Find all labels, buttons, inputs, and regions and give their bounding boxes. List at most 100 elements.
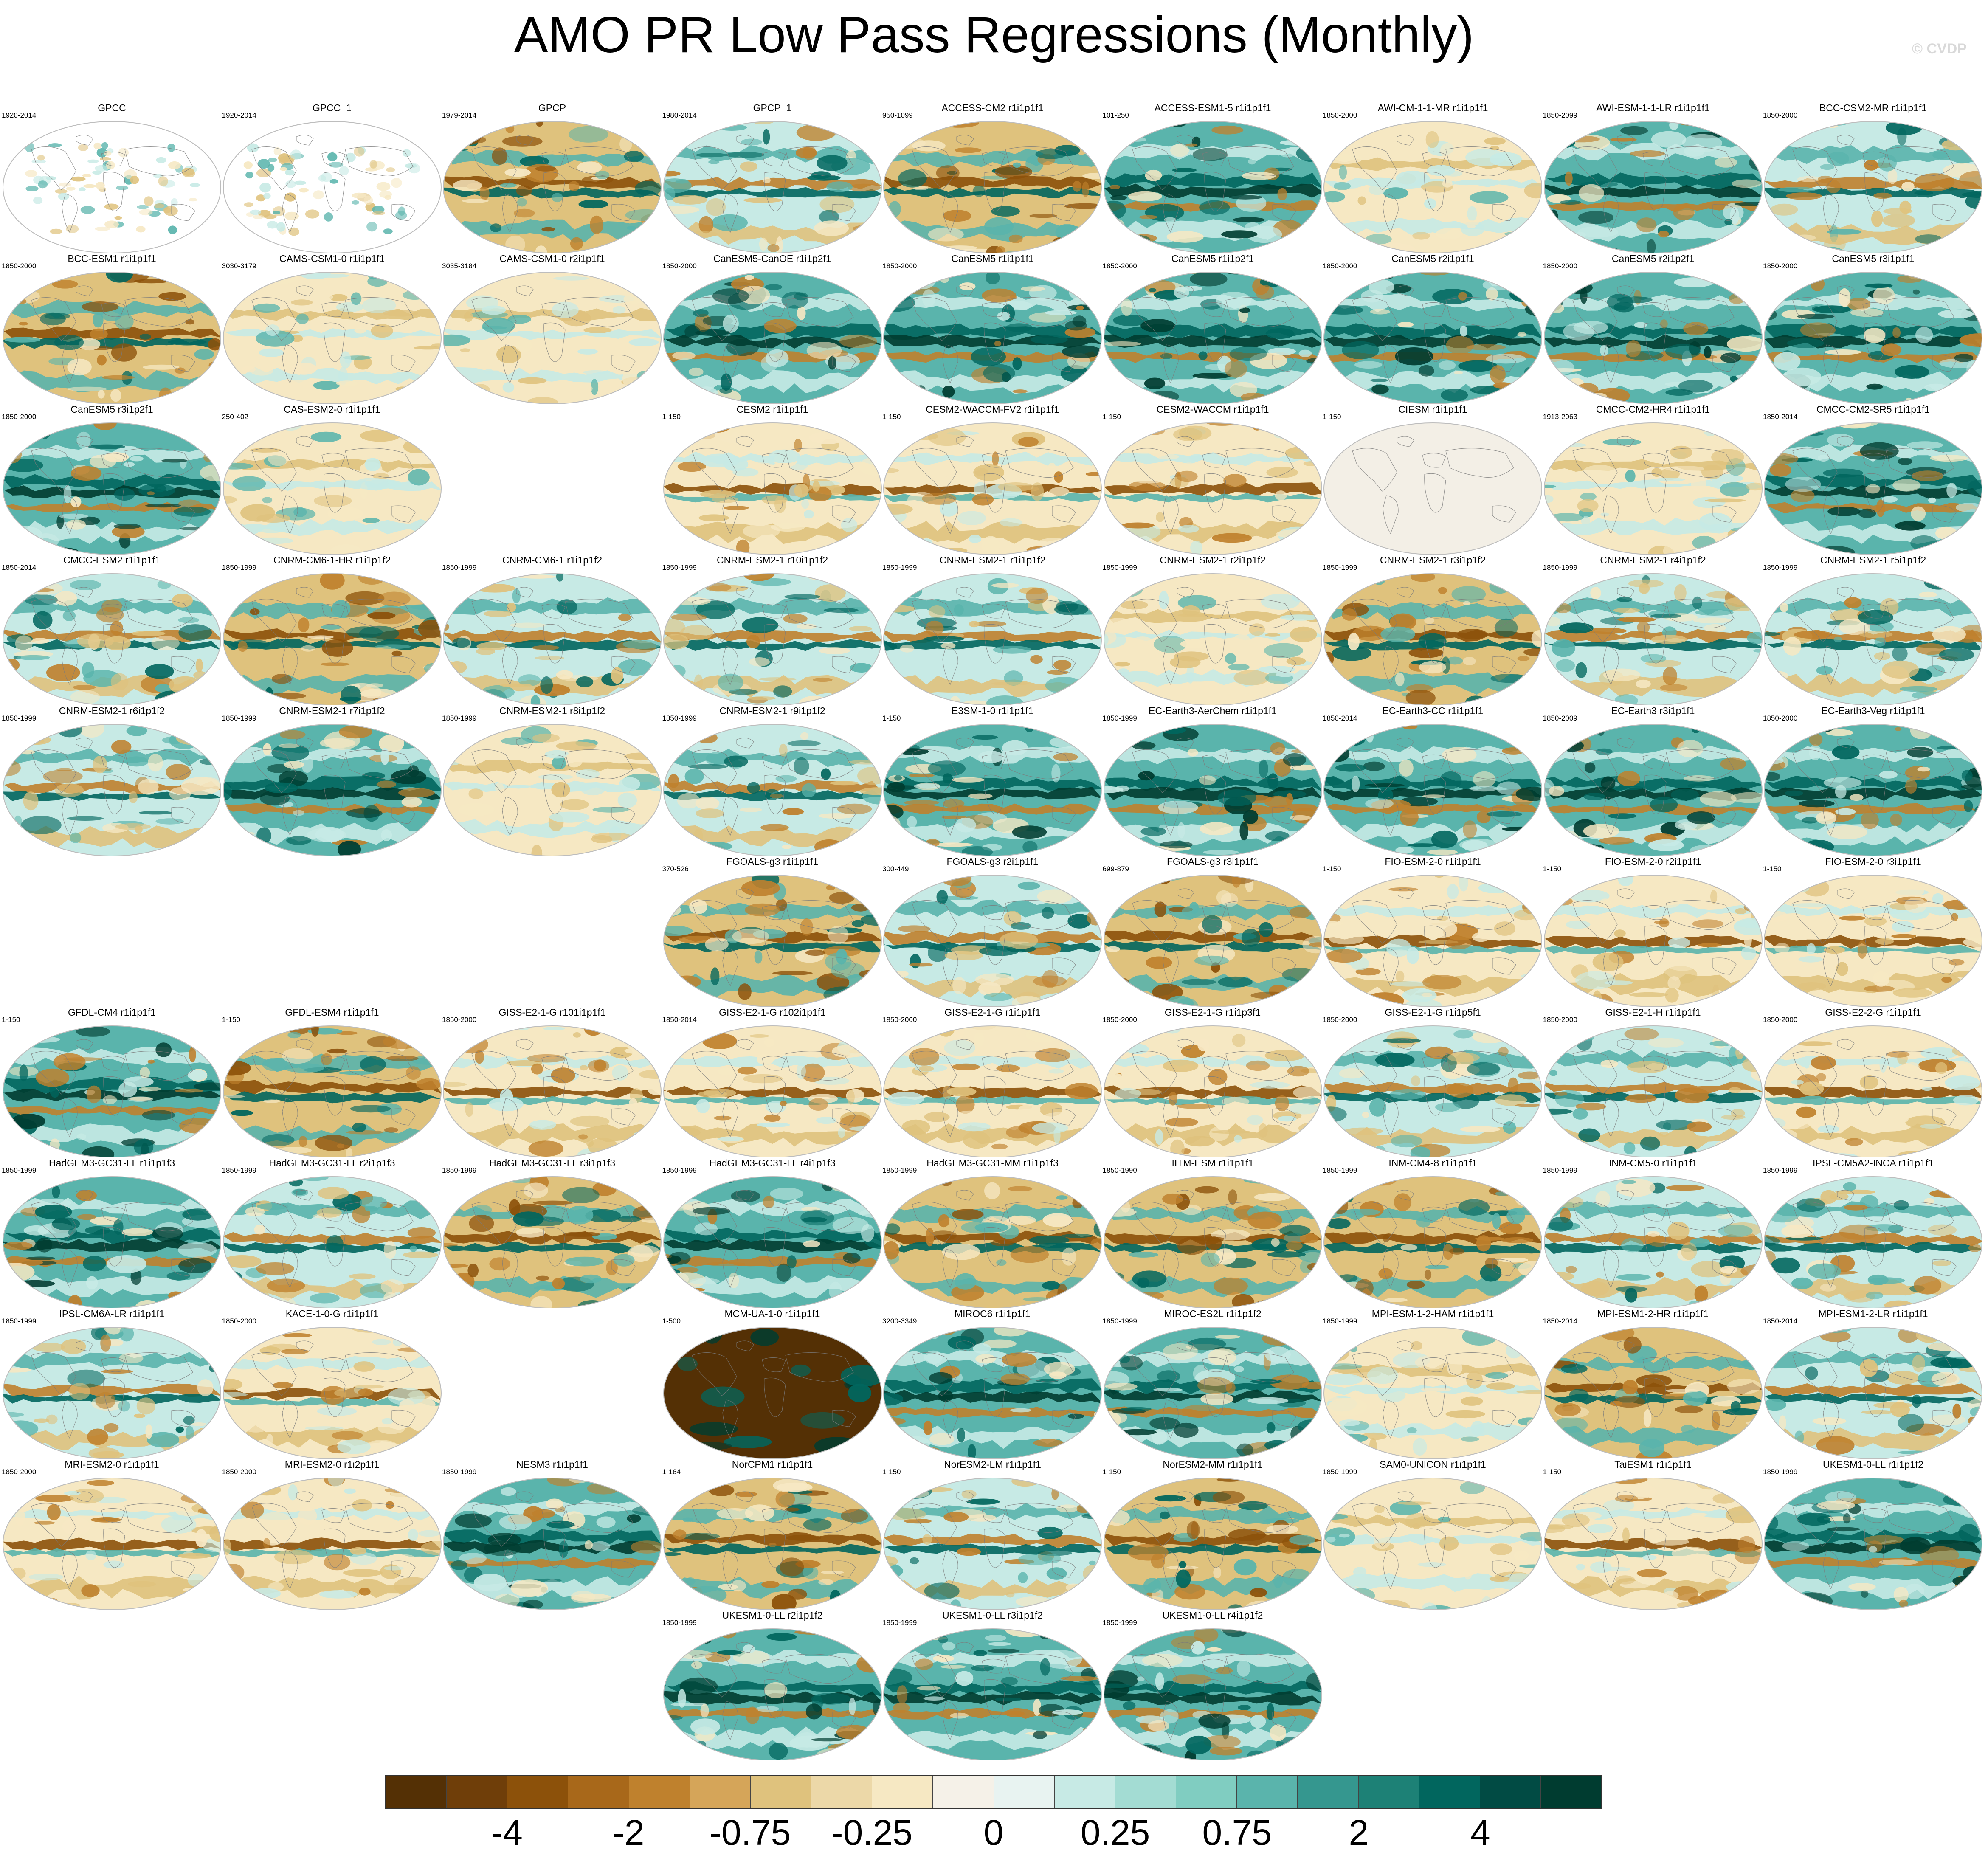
panel-years: 1-150 bbox=[882, 1468, 901, 1476]
panel-years: 1850-2000 bbox=[1102, 1016, 1137, 1024]
map-panel: GFDL-CM4 r1i1p1f1 1-150 bbox=[2, 1006, 222, 1157]
regression-map bbox=[1103, 121, 1322, 253]
map-panel: CNRM-ESM2-1 r2i1p1f2 1850-1999 bbox=[1103, 554, 1323, 705]
regression-map bbox=[1764, 573, 1982, 705]
regression-map bbox=[663, 272, 882, 404]
panel-years: 1-150 bbox=[1763, 865, 1782, 873]
map-panel: GFDL-ESM4 r1i1p1f1 1-150 bbox=[222, 1006, 442, 1157]
panel-title: CNRM-ESM2-1 r1i1p1f2 bbox=[939, 555, 1046, 566]
map-panel: FIO-ESM-2-0 r2i1p1f1 1-150 bbox=[1543, 856, 1763, 1007]
map-panel: NorESM2-MM r1i1p1f1 1-150 bbox=[1103, 1458, 1323, 1610]
panel-title: GFDL-ESM4 r1i1p1f1 bbox=[285, 1007, 379, 1018]
panel-title: CNRM-ESM2-1 r9i1p1f2 bbox=[719, 705, 825, 716]
panel-title: EC-Earth3-AerChem r1i1p1f1 bbox=[1149, 705, 1277, 716]
panel-years: 1-150 bbox=[662, 413, 681, 421]
panel-years: 1850-1999 bbox=[882, 563, 917, 572]
panel-years: 1-150 bbox=[1543, 865, 1561, 873]
map-panel: EC-Earth3-Veg r1i1p1f1 1850-2000 bbox=[1763, 705, 1983, 856]
map-panel: CMCC-ESM2 r1i1p1f1 1850-2014 bbox=[2, 554, 222, 705]
map-panel: CanESM5 r2i1p2f1 1850-2000 bbox=[1543, 253, 1763, 404]
map-panel: CIESM r1i1p1f1 1-150 bbox=[1323, 403, 1543, 555]
colorbar-label: 4 bbox=[1470, 1813, 1490, 1853]
regression-map bbox=[1543, 422, 1763, 555]
panel-title: CanESM5-CanOE r1i1p2f1 bbox=[713, 253, 831, 264]
regression-map bbox=[663, 724, 882, 856]
panel-years: 1850-1999 bbox=[2, 1166, 37, 1174]
panel-title: EC-Earth3 r3i1p1f1 bbox=[1611, 705, 1695, 716]
map-panel: KACE-1-0-G r1i1p1f1 1850-2000 bbox=[222, 1308, 442, 1459]
panel-title: MPI-ESM-1-2-HAM r1i1p1f1 bbox=[1371, 1308, 1494, 1319]
panel-title: CESM2-WACCM r1i1p1f1 bbox=[1156, 404, 1269, 415]
regression-map bbox=[663, 875, 882, 1007]
regression-map bbox=[222, 272, 442, 404]
panel-years: 1850-2014 bbox=[662, 1016, 697, 1024]
panel-years: 1850-2000 bbox=[2, 413, 37, 421]
map-panel: IITM-ESM r1i1p1f1 1850-1990 bbox=[1103, 1157, 1323, 1308]
panel-title: FIO-ESM-2-0 r2i1p1f1 bbox=[1605, 856, 1701, 867]
panel-years: 1850-1999 bbox=[2, 714, 37, 722]
panel-years: 1-500 bbox=[662, 1317, 681, 1325]
panel-years: 1850-1999 bbox=[1763, 1166, 1798, 1174]
map-panel-grid: GPCC 1920-2014 GPCC_1 1920-2014 GPCP 1979-201… bbox=[2, 102, 1983, 1760]
panel-years: 1850-1999 bbox=[1543, 1166, 1577, 1174]
panel-years: 1850-2000 bbox=[222, 1317, 256, 1325]
map-panel: HadGEM3-GC31-MM r1i1p1f3 1850-1999 bbox=[882, 1157, 1103, 1308]
regression-map bbox=[1543, 272, 1763, 404]
panel-title: HadGEM3-GC31-LL r4i1p1f3 bbox=[709, 1157, 836, 1168]
map-panel: FGOALS-g3 r2i1p1f1 300-449 bbox=[882, 856, 1103, 1007]
map-panel: UKESM1-0-LL r1i1p1f2 1850-1999 bbox=[1763, 1458, 1983, 1610]
regression-map bbox=[222, 1025, 442, 1157]
colorbar-box bbox=[1480, 1776, 1541, 1808]
colorbar-labels: -4 -2 -0.75 -0.25 0 0.25 0.75 2 4 bbox=[0, 1811, 1988, 1854]
panel-title: CNRM-ESM2-1 r2i1p1f2 bbox=[1160, 555, 1266, 566]
regression-map bbox=[443, 573, 662, 705]
panel-years: 1850-1999 bbox=[1763, 563, 1798, 572]
regression-map bbox=[1764, 272, 1982, 404]
regression-map bbox=[883, 875, 1102, 1007]
map-panel: FIO-ESM-2-0 r3i1p1f1 1-150 bbox=[1763, 856, 1983, 1007]
regression-map bbox=[1103, 1478, 1322, 1610]
panel-title: KACE-1-0-G r1i1p1f1 bbox=[285, 1308, 379, 1319]
panel-years: 1850-1999 bbox=[662, 563, 697, 572]
panel-years: 1850-1990 bbox=[1102, 1166, 1137, 1174]
regression-map bbox=[883, 1176, 1102, 1308]
regression-map bbox=[1543, 121, 1763, 253]
panel-title: INM-CM5-0 r1i1p1f1 bbox=[1608, 1157, 1698, 1168]
map-panel: GISS-E2-1-G r1i1p3f1 1850-2000 bbox=[1103, 1006, 1323, 1157]
panel-years: 1850-2099 bbox=[1543, 111, 1577, 119]
panel-title: SAM0-UNICON r1i1p1f1 bbox=[1380, 1459, 1486, 1470]
map-panel: GISS-E2-1-G r1i1p1f1 1850-2000 bbox=[882, 1006, 1103, 1157]
map-panel: CESM2 r1i1p1f1 1-150 bbox=[662, 403, 883, 555]
colorbar-label: 0 bbox=[983, 1813, 1004, 1853]
map-panel: EC-Earth3 r3i1p1f1 1850-2009 bbox=[1543, 705, 1763, 856]
panel-years: 1850-2000 bbox=[1543, 262, 1577, 270]
panel-years: 1850-1999 bbox=[442, 1468, 477, 1476]
panel-title: UKESM1-0-LL r3i1p1f2 bbox=[942, 1610, 1043, 1621]
colorbar-box bbox=[568, 1776, 629, 1808]
colorbar-box bbox=[1419, 1776, 1480, 1808]
panel-title: CNRM-ESM2-1 r8i1p1f2 bbox=[499, 705, 605, 716]
map-panel: MPI-ESM1-2-HR r1i1p1f1 1850-2014 bbox=[1543, 1308, 1763, 1459]
colorbar-box bbox=[629, 1776, 690, 1808]
map-panel: GPCC_1 1920-2014 bbox=[222, 102, 442, 253]
map-panel: GPCP_1 1980-2014 bbox=[662, 102, 883, 253]
panel-title: GISS-E2-2-G r1i1p1f1 bbox=[1825, 1007, 1921, 1018]
panel-years: 699-879 bbox=[1102, 865, 1129, 873]
panel-title: GPCP_1 bbox=[753, 102, 792, 113]
map-panel: CanESM5 r1i1p1f1 1850-2000 bbox=[882, 253, 1103, 404]
panel-years: 1850-2014 bbox=[1763, 413, 1798, 421]
regression-map bbox=[1103, 1327, 1322, 1459]
regression-map bbox=[883, 1628, 1102, 1760]
panel-years: 1920-2014 bbox=[2, 111, 37, 119]
regression-map bbox=[883, 272, 1102, 404]
panel-title: CNRM-ESM2-1 r7i1p1f2 bbox=[279, 705, 385, 716]
regression-map bbox=[1103, 1628, 1322, 1760]
panel-years: 1850-1999 bbox=[882, 1166, 917, 1174]
map-panel: GPCC 1920-2014 bbox=[2, 102, 222, 253]
regression-map bbox=[443, 1176, 662, 1308]
map-panel: GISS-E2-1-G r101i1p1f1 1850-2000 bbox=[442, 1006, 662, 1157]
panel-years: 1850-1999 bbox=[222, 714, 256, 722]
regression-map bbox=[1323, 422, 1542, 555]
regression-map bbox=[222, 573, 442, 705]
map-panel: MIROC6 r1i1p1f1 3200-3349 bbox=[882, 1308, 1103, 1459]
